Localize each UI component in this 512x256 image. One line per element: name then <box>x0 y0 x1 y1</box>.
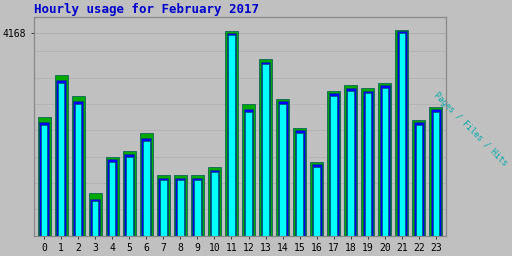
Bar <box>226 33 237 256</box>
Bar <box>276 99 289 256</box>
Bar <box>123 151 136 256</box>
Bar <box>433 112 439 256</box>
Bar <box>89 194 101 256</box>
Bar <box>293 127 306 256</box>
Bar <box>378 83 391 256</box>
Bar <box>413 120 425 256</box>
Bar <box>262 64 269 256</box>
Bar <box>259 59 272 256</box>
Bar <box>395 30 408 256</box>
Bar <box>345 86 357 256</box>
Bar <box>329 93 338 256</box>
Bar <box>177 180 184 256</box>
Bar <box>176 178 185 256</box>
Bar <box>143 141 150 256</box>
Bar <box>194 180 201 256</box>
Bar <box>416 125 422 256</box>
Bar <box>280 104 286 256</box>
Bar <box>209 170 220 256</box>
Bar <box>310 162 323 256</box>
Bar <box>208 167 221 256</box>
Bar <box>72 96 84 256</box>
Bar <box>126 157 133 256</box>
Bar <box>414 122 424 256</box>
Bar <box>312 164 322 256</box>
Bar <box>58 83 65 256</box>
Bar <box>244 109 253 256</box>
Bar <box>90 199 100 256</box>
Bar <box>363 91 373 256</box>
Bar <box>191 175 204 256</box>
Bar <box>73 101 83 256</box>
Bar <box>55 75 68 256</box>
Bar <box>211 172 218 256</box>
Bar <box>365 93 371 256</box>
Bar <box>106 157 119 256</box>
Bar <box>245 112 252 256</box>
Bar <box>397 31 407 256</box>
Bar <box>225 31 238 256</box>
Bar <box>124 154 134 256</box>
Bar <box>330 96 337 256</box>
Bar <box>228 35 234 256</box>
Bar <box>348 91 354 256</box>
Bar <box>193 178 202 256</box>
Bar <box>361 88 374 256</box>
Bar <box>141 138 151 256</box>
Bar <box>41 125 48 256</box>
Bar <box>431 109 441 256</box>
Bar <box>160 180 166 256</box>
Bar <box>38 117 51 256</box>
Text: Hourly usage for February 2017: Hourly usage for February 2017 <box>34 3 259 16</box>
Bar <box>296 133 303 256</box>
Bar <box>174 175 187 256</box>
Bar <box>278 101 288 256</box>
Bar <box>56 80 66 256</box>
Bar <box>75 104 81 256</box>
Bar <box>295 130 305 256</box>
Bar <box>398 33 405 256</box>
Y-axis label: Pages / Files / Hits: Pages / Files / Hits <box>432 91 509 168</box>
Bar <box>327 91 340 256</box>
Bar <box>346 88 356 256</box>
Bar <box>140 133 153 256</box>
Bar <box>380 86 390 256</box>
Bar <box>109 162 116 256</box>
Bar <box>430 106 442 256</box>
Bar <box>92 201 98 256</box>
Bar <box>108 159 117 256</box>
Bar <box>313 167 320 256</box>
Bar <box>242 104 255 256</box>
Bar <box>39 122 49 256</box>
Bar <box>381 88 388 256</box>
Bar <box>157 175 170 256</box>
Bar <box>261 62 270 256</box>
Bar <box>158 178 168 256</box>
